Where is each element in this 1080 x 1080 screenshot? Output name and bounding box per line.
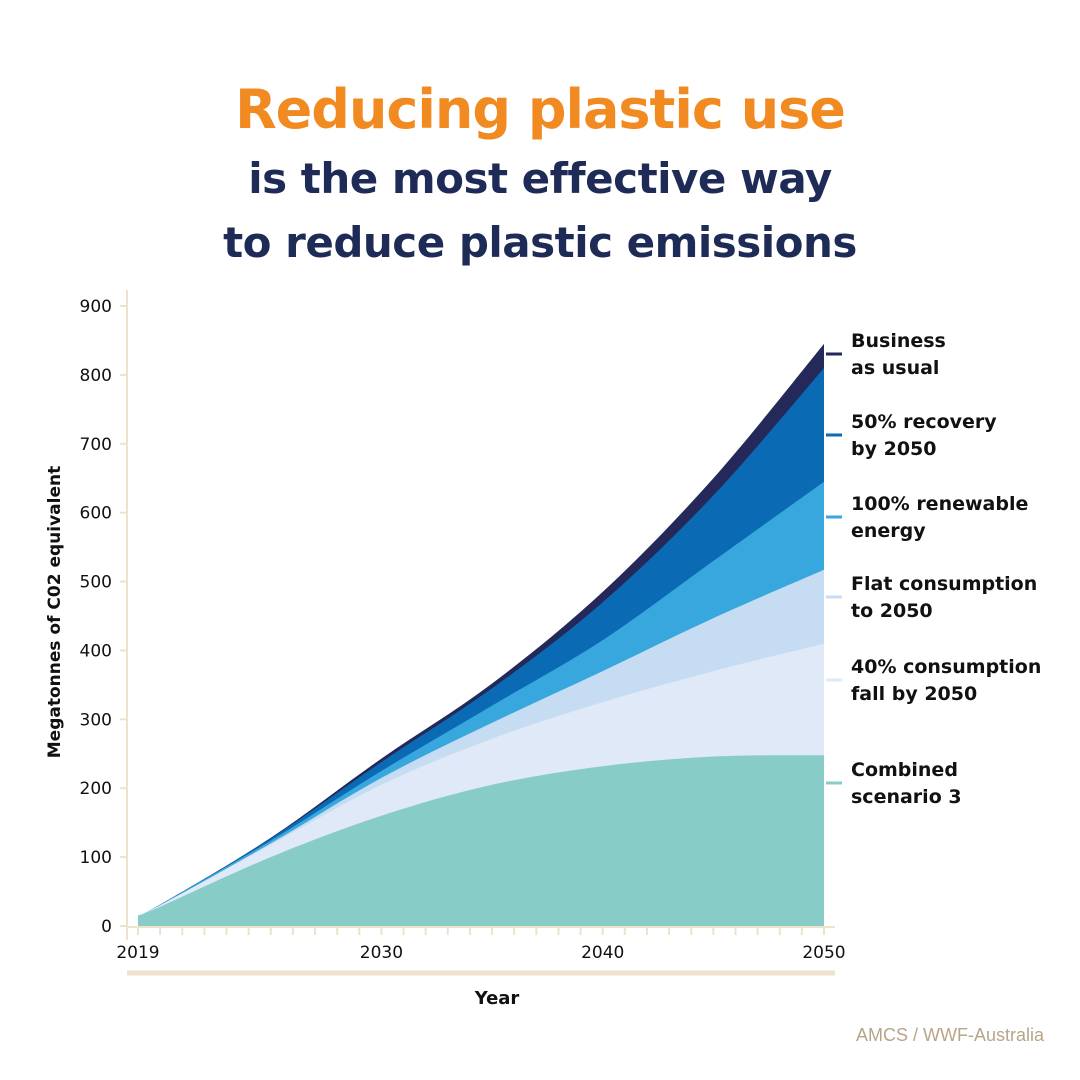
y-tick-label: 600 bbox=[80, 504, 112, 524]
x-tick-label: 2040 bbox=[581, 943, 624, 963]
title-line-1: Reducing plastic use bbox=[235, 78, 846, 141]
y-tick-label: 0 bbox=[101, 917, 112, 937]
x-tick-label: 2019 bbox=[116, 943, 159, 963]
y-tick-label: 400 bbox=[80, 641, 112, 661]
y-tick-label: 100 bbox=[80, 848, 112, 868]
x-tick-label: 2050 bbox=[802, 943, 845, 963]
y-tick-label: 900 bbox=[80, 297, 112, 317]
legend-label: 40% consumption fall by 2050 bbox=[851, 656, 1041, 705]
title-line-2: is the most effective way bbox=[248, 154, 832, 203]
legend-label: Flat consumption to 2050 bbox=[851, 573, 1037, 622]
x-axis-label: Year bbox=[474, 988, 520, 1009]
y-tick-label: 500 bbox=[80, 573, 112, 593]
area-combined-scenario-3 bbox=[138, 755, 824, 926]
legend-label: Combined scenario 3 bbox=[851, 759, 962, 808]
legend-label: 50% recovery by 2050 bbox=[851, 411, 997, 460]
legend-label: Business as usual bbox=[851, 330, 946, 379]
source-credit: AMCS / WWF-Australia bbox=[855, 1025, 1044, 1045]
y-tick-label: 200 bbox=[80, 779, 112, 799]
title-line-3: to reduce plastic emissions bbox=[223, 218, 857, 267]
chart-areas bbox=[138, 343, 824, 926]
y-tick-label: 800 bbox=[80, 366, 112, 386]
chart-axes: 0 100 200 300 400 500 600 700 800 900 2019 2030 2040… bbox=[80, 290, 846, 976]
y-axis-label: Megatonnes of C02 equivalent bbox=[45, 466, 65, 758]
y-tick-label: 700 bbox=[80, 435, 112, 455]
y-tick-label: 300 bbox=[80, 710, 112, 730]
legend-label: 100% renewable energy bbox=[851, 493, 1028, 542]
x-tick-label: 2030 bbox=[360, 943, 403, 963]
chart-legend: Business as usual 50% recovery by 2050 100% … bbox=[826, 330, 1041, 808]
